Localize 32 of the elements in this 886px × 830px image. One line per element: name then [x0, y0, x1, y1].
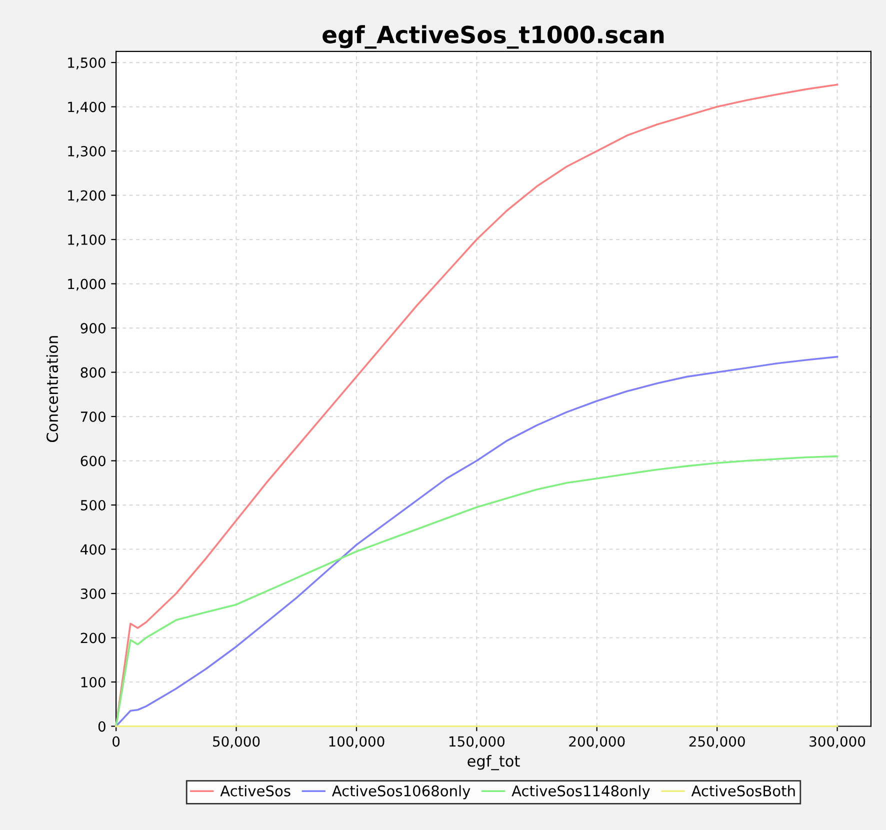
x-tick-label: 250,000 — [689, 736, 745, 748]
y-tick-label: 0 — [98, 721, 106, 732]
legend-label: ActiveSos1148only — [512, 785, 650, 800]
line-series — [115, 455, 838, 728]
x-tick-label: 200,000 — [569, 736, 625, 748]
y-tick-label: 300 — [80, 588, 106, 599]
y-tick-label: 800 — [80, 367, 106, 378]
y-tick-label: 1,500 — [68, 57, 106, 70]
y-tick-label: 900 — [80, 322, 106, 334]
legend-label: ActiveSosBoth — [691, 785, 795, 796]
y-axis-title: Concentration — [46, 336, 58, 442]
y-tick-label: 700 — [80, 411, 106, 422]
y-tick-label: 600 — [80, 456, 106, 466]
y-tick-label: 400 — [80, 544, 106, 555]
y-tick-label: 100 — [81, 676, 106, 688]
x-tick-label: 150,000 — [449, 736, 504, 748]
x-tick-label: 300,000 — [810, 736, 866, 748]
legend-label: ActiveSos1068only — [332, 785, 470, 800]
y-tick-label: 1,300 — [68, 146, 106, 158]
y-tick-label: 1,000 — [68, 278, 106, 291]
y-tick-label: 1,400 — [68, 102, 106, 114]
x-tick-label: 100,000 — [329, 736, 384, 748]
legend-label: ActiveSos — [220, 785, 290, 796]
x-tick-label: 0 — [112, 736, 120, 747]
y-tick-label: 1,100 — [68, 234, 106, 246]
y-tick-label: 200 — [80, 632, 106, 644]
y-tick-label: 500 — [80, 500, 106, 510]
chart-title: egf_ActiveSos_t1000.scan — [322, 25, 664, 49]
line-series — [115, 356, 838, 728]
x-axis-title: egf_tot — [468, 754, 520, 770]
x-tick-label: 50,000 — [213, 736, 260, 748]
y-tick-label: 1,200 — [68, 190, 106, 202]
